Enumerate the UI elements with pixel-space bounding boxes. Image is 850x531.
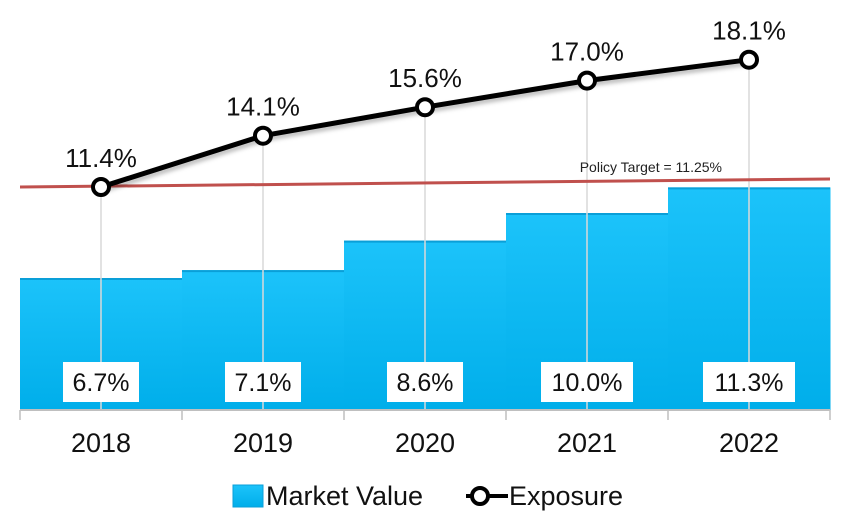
label-box-background	[541, 362, 633, 402]
market-value-label-box-2020: 8.6%	[387, 362, 463, 402]
exposure-data-label-2019: 14.1%	[226, 92, 300, 122]
policy-target-label: Policy Target = 11.25%	[580, 159, 722, 175]
exposure-point-2020	[415, 97, 435, 118]
exposure-data-label-2020: 15.6%	[388, 63, 462, 93]
legend-item-market-value: Market Value	[232, 481, 423, 511]
exposure-line-group: 11.4% 14.1% 15.6% 17.0% 18.1%	[65, 16, 786, 197]
policy-target-line	[19, 177, 831, 189]
legend-swatch-market-value	[232, 484, 264, 508]
label-box-background	[63, 362, 139, 402]
market-value-label-box-2021: 10.0%	[541, 362, 633, 402]
legend: Market Value Exposure	[232, 481, 623, 511]
label-box-background	[703, 362, 795, 402]
x-tick-label-2018: 2018	[71, 428, 131, 458]
legend-label-exposure: Exposure	[509, 481, 623, 511]
policy-target-line-group: Policy Target = 11.25%	[19, 159, 831, 189]
legend-marker-exposure	[470, 486, 490, 506]
market-value-label-box-2018: 6.7%	[63, 362, 139, 402]
x-axis: 2018 2019 2020 2021 2022	[19, 409, 831, 458]
exposure-data-label-2018: 11.4%	[65, 143, 137, 173]
label-box-background	[225, 362, 301, 402]
market-value-data-label-2020: 8.6%	[397, 369, 454, 397]
exposure-point-2019	[253, 125, 273, 146]
market-value-data-label-2021: 10.0%	[552, 369, 623, 397]
market-value-label-box-2019: 7.1%	[225, 362, 301, 402]
exposure-point-2022	[739, 49, 759, 70]
x-tick-label-2020: 2020	[395, 428, 455, 458]
label-box-background	[387, 362, 463, 402]
exposure-data-label-2021: 17.0%	[550, 37, 624, 67]
exposure-point-2021	[577, 70, 597, 91]
legend-label-market-value: Market Value	[266, 481, 423, 511]
market-value-label-box-2022: 11.3%	[703, 362, 795, 402]
market-value-data-label-2019: 7.1%	[235, 369, 292, 397]
exposure-point-2018	[91, 177, 111, 197]
x-tick-label-2022: 2022	[719, 428, 779, 458]
x-tick-label-2019: 2019	[233, 428, 293, 458]
exposure-data-label-2022: 18.1%	[712, 16, 786, 46]
market-value-data-label-2022: 11.3%	[714, 369, 783, 397]
legend-item-exposure: Exposure	[466, 481, 623, 511]
market-value-data-labels: 6.7% 7.1% 8.6% 10.0% 11.3%	[63, 362, 795, 402]
market-value-data-label-2018: 6.7%	[73, 369, 130, 397]
x-tick-label-2021: 2021	[557, 428, 617, 458]
